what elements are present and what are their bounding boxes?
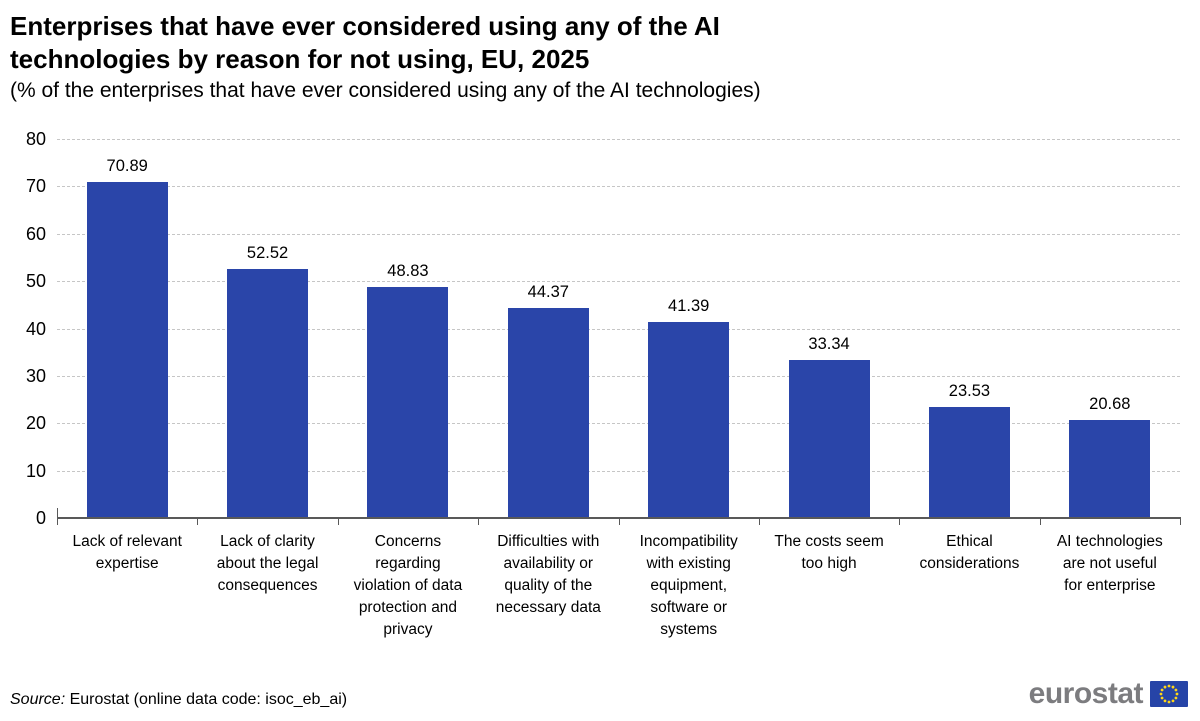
bar-value-label-2: 52.52 <box>246 244 289 263</box>
bar-value-label-1: 70.89 <box>106 157 148 176</box>
x-tick-3 <box>478 519 480 525</box>
y-tick-label-70: 70 <box>25 176 46 197</box>
gridline-70 <box>57 186 1180 188</box>
y-tick-label-0: 0 <box>35 508 46 528</box>
y-tick-label-10: 10 <box>25 460 46 481</box>
x-tick-6 <box>899 519 901 525</box>
bar-value-label-6: 33.34 <box>808 335 850 354</box>
bar-3 <box>367 286 449 518</box>
bar-1 <box>86 182 168 518</box>
eurostat-logo: eurostat <box>1029 678 1188 710</box>
x-tick-1 <box>197 519 199 525</box>
y-tick-label-40: 40 <box>25 318 46 339</box>
bar-value-label-3: 48.83 <box>387 261 429 280</box>
x-axis-line <box>57 517 1181 519</box>
y-tick-label-30: 30 <box>25 365 46 386</box>
gridline-30 <box>57 375 1180 377</box>
bar-6 <box>788 360 870 518</box>
bar-2 <box>227 269 309 518</box>
gridline-20 <box>57 423 1180 425</box>
gridline-40 <box>57 328 1180 330</box>
gridline-80 <box>57 139 1180 140</box>
category-label-3: Concerns regarding violation of data pro… <box>353 533 463 638</box>
source-label: Source: <box>10 691 66 708</box>
bar-value-label-7: 23.53 <box>948 381 991 400</box>
eu-flag-icon <box>1150 681 1188 707</box>
x-tick-2 <box>337 519 339 525</box>
x-tick-0 <box>57 519 58 525</box>
category-label-8: AI technologies are not useful for enter… <box>1056 533 1163 594</box>
category-label-1: Lack of relevant expertise <box>72 533 182 572</box>
eurostat-logo-text: eurostat <box>1028 677 1144 710</box>
chart-title: Enterprises that have ever considered us… <box>10 11 720 74</box>
source-text: Eurostat (online data code: isoc_eb_ai) <box>69 691 348 708</box>
y-axis-stub <box>57 508 58 517</box>
x-tick-5 <box>758 519 760 525</box>
bar-4 <box>507 307 589 518</box>
bar-value-label-8: 20.68 <box>1089 395 1131 414</box>
category-label-2: Lack of clarity about the legal conseque… <box>216 533 319 594</box>
x-tick-7 <box>1039 519 1041 525</box>
x-axis-category-labels: Lack of relevant expertise Lack of clarit… <box>57 531 1180 656</box>
category-label-4: Difficulties with availability or qualit… <box>495 533 601 616</box>
category-label-7: Ethical considerations <box>919 533 1020 572</box>
gridline-10 <box>57 470 1180 472</box>
plot-area: 70.89 52.52 48.83 44.37 41.39 33.34 23.53 20.68 <box>57 139 1180 518</box>
gridline-50 <box>57 281 1180 283</box>
y-tick-label-60: 60 <box>25 223 46 244</box>
bar-5 <box>648 321 730 518</box>
bar-value-label-4: 44.37 <box>527 282 569 301</box>
y-tick-label-20: 20 <box>25 413 46 434</box>
chart-subtitle: (% of the enterprises that have ever con… <box>10 79 761 102</box>
bar-7 <box>928 406 1010 518</box>
y-tick-label-80: 80 <box>25 129 46 149</box>
bar-value-label-5: 41.39 <box>668 296 710 315</box>
category-label-5: Incompatibility with existing equipment,… <box>639 533 738 638</box>
category-label-6: The costs seem too high <box>774 533 884 572</box>
bar-8 <box>1069 420 1151 518</box>
x-tick-4 <box>618 519 620 525</box>
source-line: Source: Eurostat (online data code: isoc… <box>10 691 347 709</box>
x-tick-8 <box>1180 519 1181 525</box>
y-tick-label-50: 50 <box>25 271 46 292</box>
gridline-60 <box>57 233 1180 235</box>
